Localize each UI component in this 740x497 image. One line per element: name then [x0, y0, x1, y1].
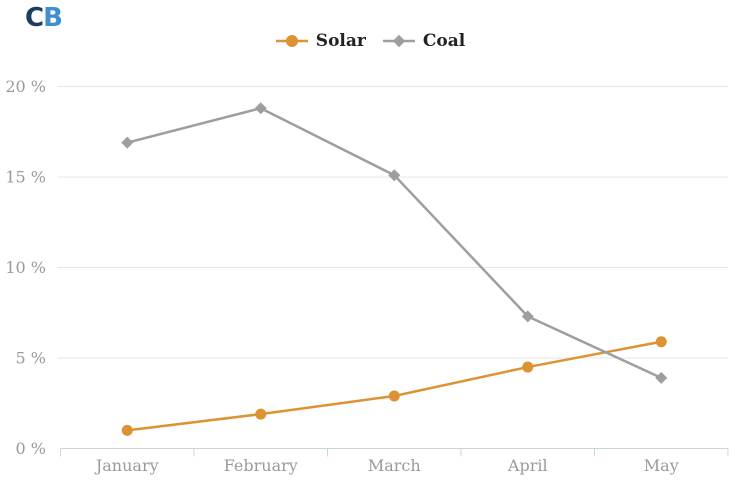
solar-data-point[interactable]	[255, 408, 267, 420]
solar-line-circle-icon	[275, 35, 308, 47]
cb-logo-letter-c: C	[25, 3, 44, 33]
y-axis-tick-label: 10 %	[5, 258, 46, 277]
coal-series-line	[126, 106, 663, 380]
y-axis-tick-label: 15 %	[5, 168, 46, 187]
legend-label-coal: Coal	[422, 31, 466, 51]
solar-data-point[interactable]	[121, 424, 133, 436]
x-axis-tick-label: March	[368, 456, 421, 475]
coal-line-diamond-icon	[382, 34, 415, 48]
x-axis-tick-label: January	[94, 456, 159, 475]
legend-item-solar[interactable]: Solar	[275, 31, 366, 51]
legend-item-coal[interactable]: Coal	[382, 31, 465, 51]
legend-label-solar: Solar	[315, 31, 366, 51]
x-axis-tick-label: February	[224, 456, 298, 475]
solar-data-point[interactable]	[388, 390, 400, 402]
coal-data-point[interactable]	[521, 310, 534, 323]
x-axis-tick-label: April	[507, 456, 548, 475]
solar-data-point[interactable]	[522, 361, 534, 373]
y-axis-tick-label: 5 %	[16, 349, 46, 368]
solar-data-point[interactable]	[655, 336, 667, 348]
solar-series-line	[126, 340, 663, 432]
coal-data-point[interactable]	[121, 136, 134, 149]
y-axis-tick-label: 20 %	[5, 77, 46, 96]
coal-data-point[interactable]	[655, 371, 668, 384]
chart-legend: Solar Coal	[0, 31, 740, 51]
x-axis-tick-label: May	[644, 456, 679, 475]
cb-logo: CB	[25, 3, 63, 33]
y-axis-tick-label: 0 %	[16, 439, 46, 458]
cb-logo-letter-b: B	[43, 3, 63, 33]
coal-data-point[interactable]	[388, 169, 401, 182]
coal-data-point[interactable]	[254, 102, 267, 115]
